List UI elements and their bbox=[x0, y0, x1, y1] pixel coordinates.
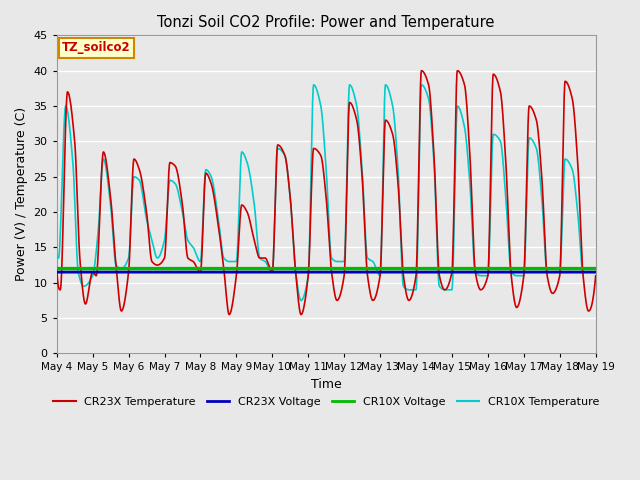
Y-axis label: Power (V) / Temperature (C): Power (V) / Temperature (C) bbox=[15, 108, 28, 281]
Title: Tonzi Soil CO2 Profile: Power and Temperature: Tonzi Soil CO2 Profile: Power and Temper… bbox=[157, 15, 495, 30]
X-axis label: Time: Time bbox=[311, 378, 342, 391]
Legend: CR23X Temperature, CR23X Voltage, CR10X Voltage, CR10X Temperature: CR23X Temperature, CR23X Voltage, CR10X … bbox=[49, 393, 604, 411]
Text: TZ_soilco2: TZ_soilco2 bbox=[62, 41, 131, 54]
